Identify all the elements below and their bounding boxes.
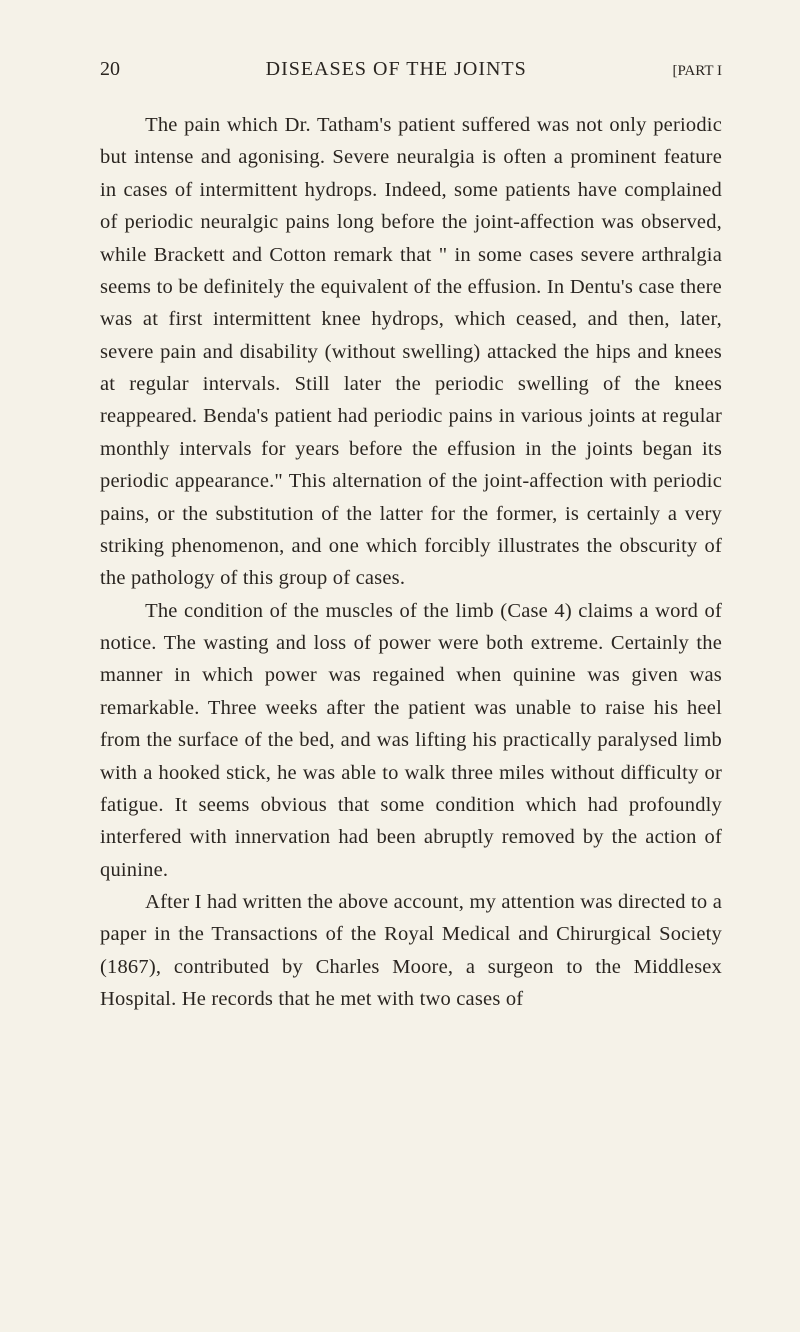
page-number: 20	[100, 58, 120, 81]
page-title: DISEASES OF THE JOINTS	[120, 58, 672, 81]
page-header: 20 DISEASES OF THE JOINTS [PART I	[100, 58, 722, 81]
body-text-container: The pain which Dr. Tatham's patient suff…	[100, 109, 722, 1016]
paragraph-2: The condition of the muscles of the limb…	[100, 595, 722, 886]
part-label: [PART I	[672, 63, 722, 80]
paragraph-1: The pain which Dr. Tatham's patient suff…	[100, 109, 722, 595]
paragraph-3: After I had written the above account, m…	[100, 886, 722, 1016]
